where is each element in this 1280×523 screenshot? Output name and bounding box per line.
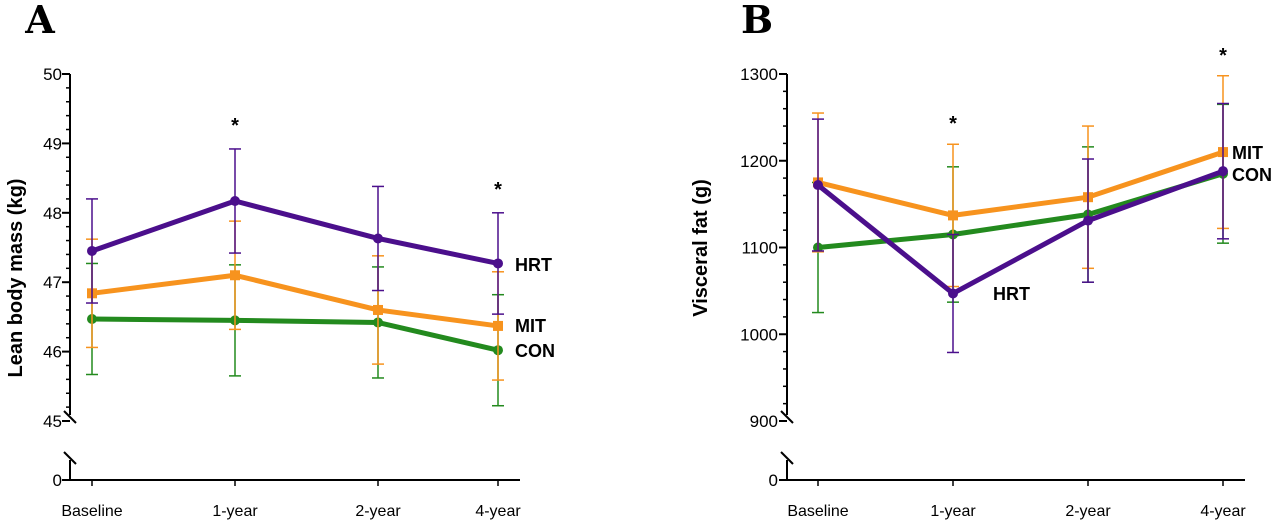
x-tick-label: Baseline xyxy=(61,503,122,520)
y-axis-title: Lean body mass (kg) xyxy=(5,179,27,378)
series-con: CON xyxy=(812,103,1272,314)
data-point xyxy=(948,210,958,221)
x-tick-label: Baseline xyxy=(787,503,848,520)
y-zero-label: 0 xyxy=(769,471,778,490)
panel-b: B 900 1000 1100 1200 1300 0 Visceral fat (g) Bas… xyxy=(690,0,1272,520)
axis-break-mark xyxy=(63,410,77,424)
y-tick-label: 47 xyxy=(43,273,62,292)
significance-asterisk: * xyxy=(949,113,957,135)
y-tick-label: 1300 xyxy=(740,65,778,84)
data-point xyxy=(493,320,503,331)
data-point xyxy=(1083,215,1093,226)
data-point xyxy=(87,245,97,256)
series-label-con: CON xyxy=(1232,165,1272,185)
series-label-mit: MIT xyxy=(1232,143,1263,163)
x-tick-label: 1-year xyxy=(212,503,258,520)
series-line-con xyxy=(91,316,499,353)
y-zero-label: 0 xyxy=(53,471,62,490)
series-label-hrt: HRT xyxy=(515,255,552,275)
data-point xyxy=(813,180,823,191)
series-label-mit: MIT xyxy=(515,316,546,336)
significance-asterisk: * xyxy=(1219,45,1227,67)
y-tick-label: 50 xyxy=(43,65,62,84)
y-tick-label: 1100 xyxy=(741,239,778,258)
series-line-hrt xyxy=(91,198,499,266)
y-tick-label: 1000 xyxy=(740,325,778,344)
y-tick-label: 48 xyxy=(43,204,62,223)
data-point xyxy=(373,233,383,244)
panel-a: A 45 46 47 48 49 50 0 Lean body mass (kg) Baselin… xyxy=(5,0,555,520)
panel-letter: A xyxy=(24,0,55,42)
axis-break-mark xyxy=(63,451,77,465)
data-point xyxy=(493,258,503,269)
y-tick-label: 49 xyxy=(43,134,62,153)
data-point xyxy=(230,270,240,281)
axis-break-mark xyxy=(780,451,794,465)
x-tick-label: 1-year xyxy=(930,503,976,520)
data-point xyxy=(1218,166,1228,177)
series-line-mit xyxy=(817,149,1224,218)
series-label-hrt: HRT xyxy=(993,284,1030,304)
series-line-mit xyxy=(91,272,499,329)
series-mit: MIT xyxy=(86,220,546,381)
series-hrt: HRT xyxy=(812,102,1229,354)
data-point xyxy=(230,196,240,207)
series-con: CON xyxy=(86,262,555,407)
x-tick-label: 4-year xyxy=(1200,503,1246,520)
x-tick-label: 2-year xyxy=(355,503,401,520)
x-tick-label: 4-year xyxy=(475,503,521,520)
series-hrt: HRT xyxy=(86,148,552,315)
data-point xyxy=(948,288,958,299)
axis-break-mark xyxy=(780,410,794,424)
y-tick-label: 1200 xyxy=(740,152,778,171)
y-axis-title: Visceral fat (g) xyxy=(690,179,712,316)
series-line-hrt xyxy=(816,168,1224,296)
significance-asterisk: * xyxy=(494,179,502,201)
data-point xyxy=(373,304,383,315)
y-tick-label: 900 xyxy=(750,412,778,431)
y-tick-label: 46 xyxy=(43,343,62,362)
x-tick-label: 2-year xyxy=(1065,503,1111,520)
y-tick-label: 45 xyxy=(43,412,62,431)
series-label-con: CON xyxy=(515,341,555,361)
significance-asterisk: * xyxy=(231,115,239,137)
panel-letter: B xyxy=(741,0,773,42)
